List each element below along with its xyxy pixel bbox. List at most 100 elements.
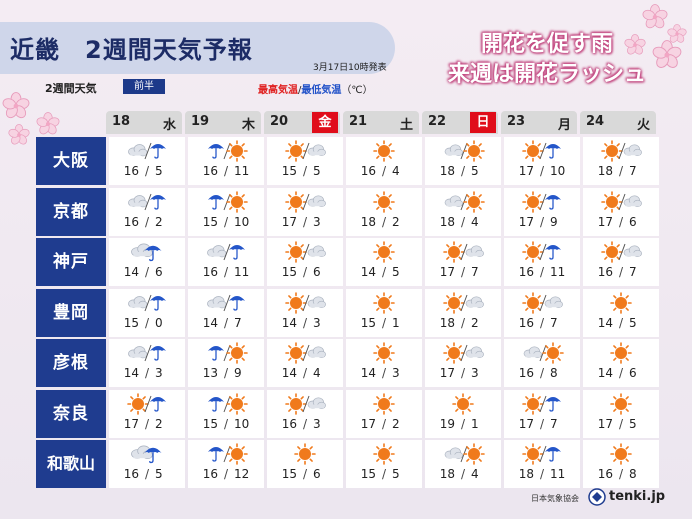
sun-then-cloud-icon	[285, 291, 326, 314]
temperature-pair: 15 / 5	[267, 164, 343, 178]
temperature-pair: 17 / 10	[504, 164, 580, 178]
sun-then-cloud-icon	[443, 291, 484, 314]
sun-icon	[373, 241, 395, 263]
high-temp: 16	[123, 164, 139, 178]
city-label: 神戸	[36, 238, 106, 286]
high-temp: 18	[439, 164, 455, 178]
temperature-pair: 17 / 3	[267, 215, 343, 229]
sun-then-cloud-icon	[285, 342, 326, 364]
high-temp: 16	[123, 214, 139, 229]
high-temp: 14	[281, 315, 297, 330]
temp-separator: /	[223, 467, 229, 481]
temp-separator: /	[302, 214, 308, 229]
forecast-cell: 16 / 7	[583, 238, 659, 286]
temperature-pair: 14 / 4	[267, 366, 343, 380]
forecast-cell: 18 / 4	[425, 187, 501, 236]
temperature-legend: 最高気温/最低気温（℃）	[258, 81, 373, 96]
day-of-week: 土	[399, 118, 413, 133]
temp-separator: /	[460, 265, 466, 279]
temperature-pair: 16 / 7	[504, 316, 580, 330]
high-temp: 16	[281, 416, 297, 431]
rain-then-sun-icon	[207, 392, 248, 415]
city-label: 豊岡	[36, 288, 106, 337]
temp-separator: /	[302, 265, 308, 279]
title-bar	[0, 22, 395, 74]
high-temp: 17	[281, 214, 297, 229]
temperature-pair: 15 / 1	[346, 316, 422, 330]
cloud-then-sun-icon	[444, 140, 485, 162]
temperature-pair: 16 / 5	[109, 164, 185, 178]
high-temp: 14	[597, 366, 613, 380]
forecast-cell: 15 / 6	[267, 238, 343, 286]
temperature-pair: 16 / 11	[188, 164, 264, 178]
day-of-week: 金	[318, 115, 332, 130]
temp-separator: /	[618, 315, 624, 330]
low-temp: 4	[471, 214, 479, 229]
sun-icon	[373, 140, 395, 162]
forecast-cell: 14 / 6	[583, 339, 659, 387]
forecast-cell: 14 / 3	[346, 339, 422, 387]
high-temp: 15	[360, 315, 376, 330]
day-number: 20	[270, 114, 289, 129]
cloud-then-rain-icon	[128, 294, 167, 311]
temperature-pair: 18 / 2	[346, 215, 422, 229]
temp-separator: /	[539, 467, 545, 481]
low-temp: 2	[471, 315, 479, 330]
sun-then-rain-icon	[522, 241, 562, 263]
low-temp: 7	[550, 416, 558, 431]
high-temp: 18	[518, 467, 534, 481]
temperature-pair: 15 / 6	[267, 265, 343, 279]
low-temp: 5	[392, 265, 400, 279]
legend-high: 最高気温	[258, 85, 298, 96]
forecast-cell: 17 / 3	[425, 339, 501, 387]
low-temp: 5	[155, 164, 163, 178]
high-temp: 18	[360, 214, 376, 229]
temperature-pair: 16 / 8	[583, 467, 659, 481]
temp-separator: /	[618, 416, 624, 431]
low-temp: 11	[550, 265, 566, 279]
day-header-18: 18 水	[106, 111, 182, 134]
low-temp: 11	[550, 467, 566, 481]
low-temp: 8	[550, 366, 558, 380]
forecast-cell: 18 / 2	[425, 288, 501, 337]
temp-separator: /	[539, 315, 545, 330]
sun-then-rain-icon	[522, 190, 562, 213]
temperature-pair: 18 / 4	[425, 215, 501, 229]
high-temp: 16	[518, 265, 534, 279]
temp-separator: /	[460, 164, 466, 178]
high-temp: 17	[123, 416, 139, 431]
low-temp: 5	[313, 164, 321, 178]
sun-then-cloud-icon	[443, 342, 484, 364]
high-temp: 15	[123, 315, 139, 330]
high-temp: 16	[597, 467, 613, 481]
day-header-23: 23 月	[501, 111, 577, 134]
forecast-cell: 14 / 7	[188, 288, 264, 337]
sun-icon	[373, 342, 395, 364]
high-temp: 18	[439, 315, 455, 330]
sun-icon	[373, 190, 395, 213]
low-temp: 2	[392, 214, 400, 229]
temp-separator: /	[302, 416, 308, 431]
low-temp: 3	[313, 416, 321, 431]
temperature-pair: 17 / 7	[425, 265, 501, 279]
temperature-pair: 14 / 5	[583, 316, 659, 330]
low-temp: 1	[471, 416, 479, 431]
temperature-pair: 17 / 5	[583, 417, 659, 431]
high-temp: 17	[439, 265, 455, 279]
temp-separator: /	[381, 366, 387, 380]
sakura-flower-icon	[667, 24, 687, 43]
forecast-cell: 16 / 8	[583, 440, 659, 488]
city-label: 大阪	[36, 137, 106, 185]
temp-separator: /	[302, 315, 308, 330]
temp-separator: /	[381, 265, 387, 279]
temp-separator: /	[144, 265, 150, 279]
high-temp: 16	[360, 164, 376, 178]
temp-separator: /	[144, 467, 150, 481]
temperature-pair: 17 / 3	[425, 366, 501, 380]
forecast-cell: 16 / 12	[188, 440, 264, 488]
day-header-24: 24 火	[580, 111, 656, 134]
high-temp: 16	[123, 467, 139, 481]
legend-unit: （℃）	[341, 85, 373, 96]
forecast-cell: 15 / 1	[346, 288, 422, 337]
sakura-flower-icon	[8, 124, 30, 145]
